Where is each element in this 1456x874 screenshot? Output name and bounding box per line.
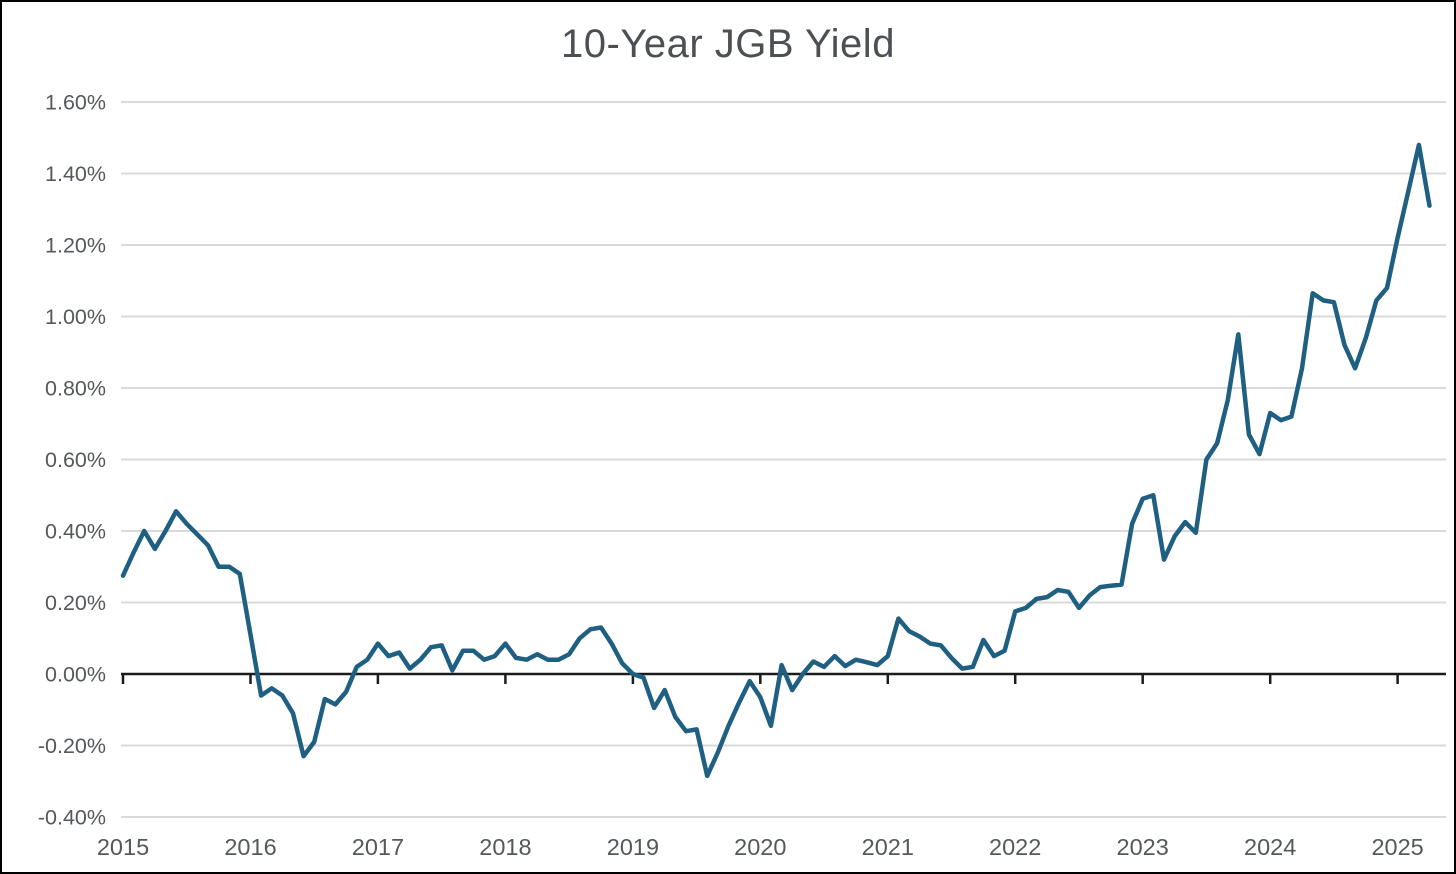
svg-text:1.00%: 1.00% <box>45 305 106 329</box>
svg-text:-0.40%: -0.40% <box>38 806 106 830</box>
svg-text:0.60%: 0.60% <box>45 448 106 472</box>
svg-text:2022: 2022 <box>989 834 1041 860</box>
chart-title: 10-Year JGB Yield <box>561 22 895 66</box>
svg-text:2019: 2019 <box>607 834 659 860</box>
svg-text:2021: 2021 <box>862 834 914 860</box>
svg-text:0.40%: 0.40% <box>45 520 106 544</box>
svg-text:2024: 2024 <box>1244 834 1296 860</box>
svg-text:2017: 2017 <box>352 834 404 860</box>
svg-text:1.40%: 1.40% <box>45 162 106 186</box>
svg-text:0.80%: 0.80% <box>45 377 106 401</box>
zero-axis-group <box>121 672 1446 684</box>
svg-text:2018: 2018 <box>479 834 531 860</box>
axis-labels-group: -0.40% -0.20% 0.00% 0.20% 0.40% 0.60% 0.80% 1.0… <box>38 91 1424 861</box>
svg-text:2023: 2023 <box>1117 834 1169 860</box>
svg-text:0.20%: 0.20% <box>45 591 106 615</box>
svg-text:0.00%: 0.00% <box>45 663 106 687</box>
yield-line-series <box>120 142 1432 779</box>
svg-text:1.20%: 1.20% <box>45 234 106 258</box>
svg-text:-0.20%: -0.20% <box>38 734 106 758</box>
svg-text:2015: 2015 <box>97 834 149 860</box>
svg-text:2020: 2020 <box>734 834 786 860</box>
gridlines-group <box>121 101 1446 818</box>
svg-text:1.60%: 1.60% <box>45 91 106 115</box>
svg-text:2025: 2025 <box>1371 834 1423 860</box>
svg-text:2016: 2016 <box>224 834 276 860</box>
